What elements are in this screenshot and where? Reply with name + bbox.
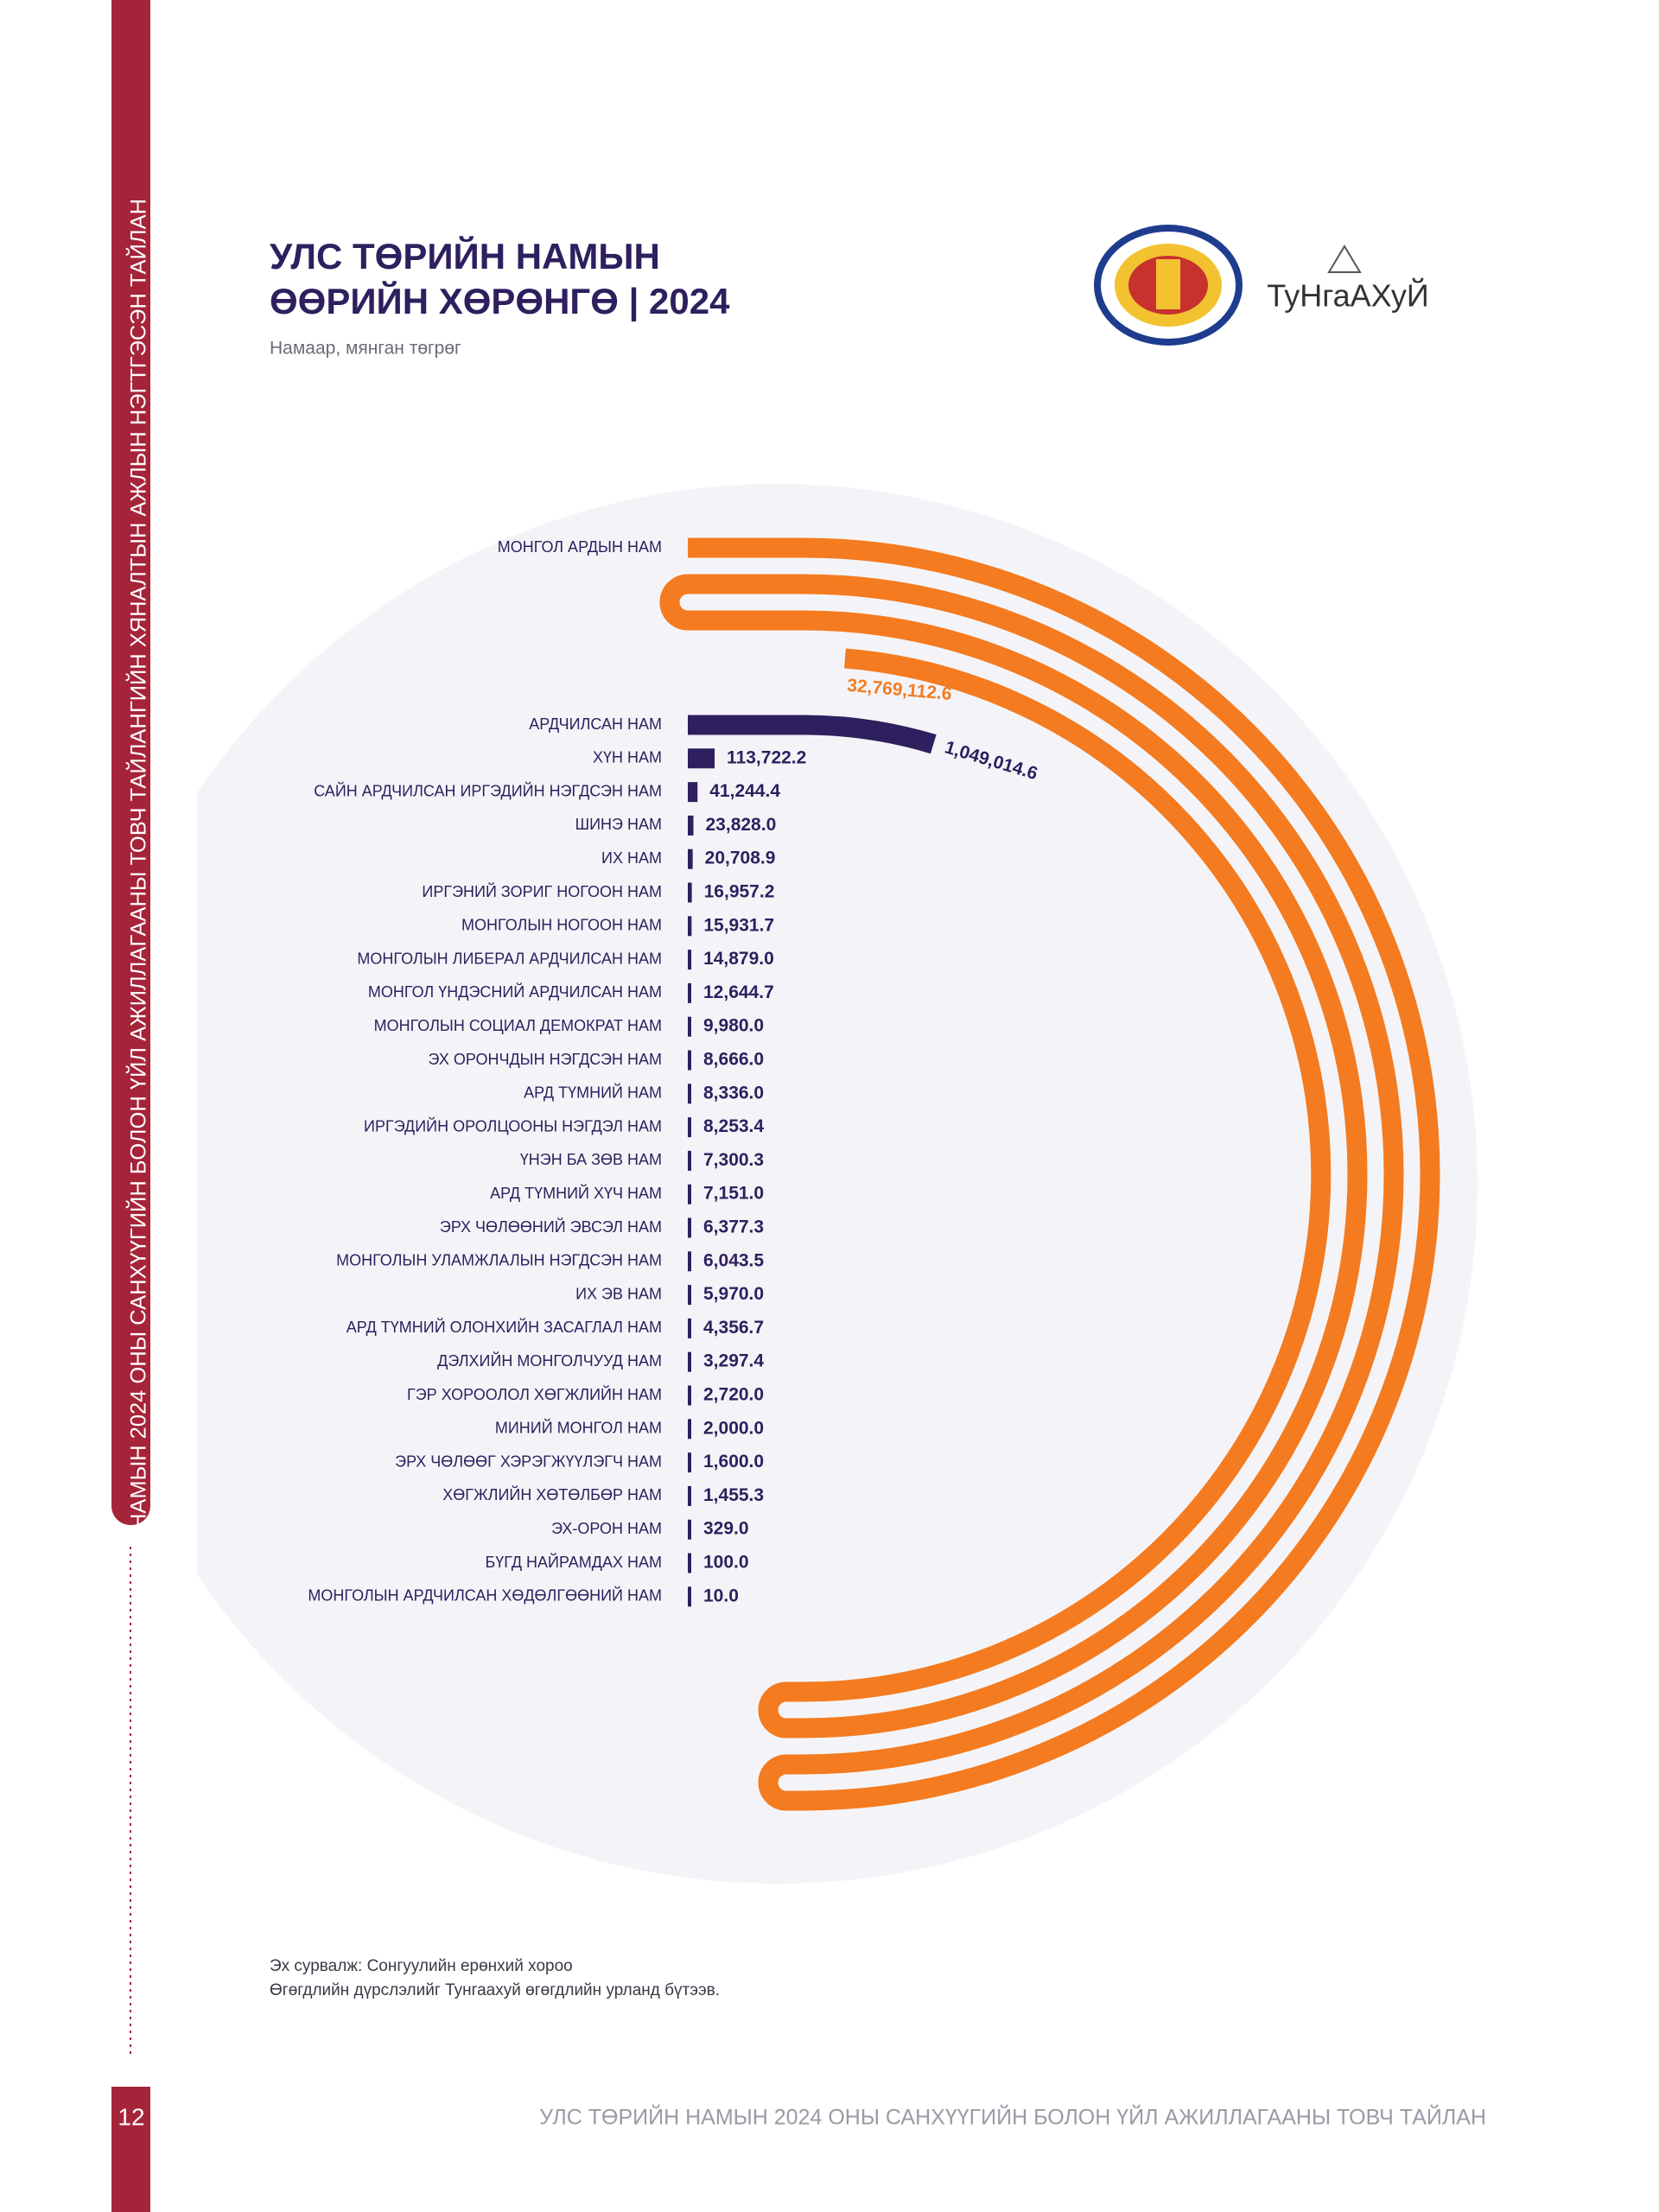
value-label: 7,151.0 (703, 1184, 764, 1204)
chart-title: ӨӨРИЙН ХӨРӨНГӨ | 2024 (270, 280, 730, 322)
side-title: НАМЫН 2024 ОНЫ САНХҮҮГИЙН БОЛОН ҮЙЛ АЖИЛ… (125, 199, 151, 1529)
category-label: АРД ТҮМНИЙ ХҮЧ НАМ (490, 1184, 662, 1202)
tungaahui-logo: ТуНгаАХуЙ (1267, 245, 1429, 314)
category-label: МОНГОЛЫН УЛАМЖЛАЛЫН НЭГДСЭН НАМ (336, 1252, 662, 1269)
category-label: МОНГОЛЫН ЛИБЕРАЛ АРДЧИЛСАН НАМ (357, 950, 662, 967)
value-label: 6,377.3 (703, 1217, 764, 1237)
category-label: ИХ НАМ (601, 849, 662, 867)
election-logo (1094, 225, 1243, 346)
category-label: ШИНЭ НАМ (575, 816, 662, 833)
value-label: 12,644.7 (703, 982, 774, 1002)
value-label: 23,828.0 (706, 815, 777, 835)
category-label: АРД ТҮМНИЙ ОЛОНХИЙН ЗАСАГЛАЛ НАМ (346, 1318, 662, 1336)
value-label: 100.0 (703, 1553, 749, 1573)
category-label: ДЭЛХИЙН МОНГОЛЧУУД НАМ (437, 1351, 662, 1370)
category-label: АРД ТҮМНИЙ НАМ (524, 1084, 662, 1102)
category-label: МОНГОЛЫН СОЦИАЛ ДЕМОКРАТ НАМ (374, 1017, 662, 1034)
source: Өгөгдлийн дүрслэлийг Тунгаахуй өгөгдлийн… (270, 1981, 720, 1999)
value-label: 16,957.2 (704, 882, 775, 902)
category-label: ЭХ-ОРОН НАМ (551, 1520, 662, 1537)
bar (659, 537, 1440, 1811)
category-label: ЭРХ ЧӨЛӨӨГ ХЭРЭГЖҮҮЛЭГЧ НАМ (395, 1452, 662, 1470)
category-label: ЭРХ ЧӨЛӨӨНИЙ ЭВСЭЛ НАМ (440, 1217, 662, 1236)
logo-text: ТуНгаАХуЙ (1267, 277, 1428, 314)
category-label: ҮНЭН БА ЗӨВ НАМ (520, 1151, 662, 1168)
value-label: 7,300.3 (703, 1150, 764, 1170)
value-label: 10.0 (703, 1586, 739, 1605)
category-label: АРДЧИЛСАН НАМ (529, 715, 662, 733)
category-label: МОНГОЛ АРДЫН НАМ (498, 538, 662, 556)
page-number: 12 (118, 2103, 144, 2130)
value-label: 15,931.7 (703, 915, 774, 935)
value-label: 14,879.0 (703, 949, 774, 969)
side-band-top (111, 0, 150, 1503)
category-label: МИНИЙ МОНГОЛ НАМ (495, 1419, 662, 1437)
category-label: ХҮН НАМ (593, 749, 662, 766)
value-label: 5,970.0 (703, 1284, 764, 1304)
category-label: МОНГОЛЫН НОГООН НАМ (461, 917, 662, 934)
value-label: 8,666.0 (703, 1050, 764, 1070)
category-label: ИРГЭДИЙН ОРОЛЦООНЫ НЭГДЭЛ НАМ (364, 1116, 662, 1135)
value-label: 8,253.4 (703, 1116, 764, 1136)
page-number-band (111, 2087, 150, 2212)
category-label: ХӨГЖЛИЙН ХӨТӨЛБӨР НАМ (442, 1485, 662, 1503)
value-label: 1,455.3 (703, 1485, 764, 1505)
value-label: 9,980.0 (703, 1016, 764, 1036)
category-label: МОНГОЛ ҮНДЭСНИЙ АРДЧИЛСАН НАМ (368, 982, 662, 1001)
category-label: САЙН АРДЧИЛСАН ИРГЭДИЙН НЭГДСЭН НАМ (314, 781, 662, 799)
value-label: 20,708.9 (705, 849, 776, 868)
value-label: 6,043.5 (703, 1250, 764, 1270)
value-label: 3,297.4 (703, 1351, 764, 1371)
category-label: МОНГОЛЫН АРДЧИЛСАН ХӨДӨЛГӨӨНИЙ НАМ (308, 1586, 662, 1605)
value-label: 2,720.0 (703, 1385, 764, 1405)
source: Эх сурвалж: Сонгуулийн ерөнхий хороо (270, 1957, 573, 1975)
chart-subtitle: Намаар, мянган төгрөг (270, 339, 461, 359)
footer: УЛС ТӨРИЙН НАМЫН 2024 ОНЫ САНХҮҮГИЙН БОЛ… (539, 2104, 1486, 2130)
value-label: 329.0 (703, 1519, 749, 1539)
category-label: ЭХ ОРОНЧДЫН НЭГДСЭН НАМ (429, 1051, 662, 1068)
value-label: 1,600.0 (703, 1452, 764, 1471)
value-label: 4,356.7 (703, 1318, 764, 1338)
chart-title: УЛС ТӨРИЙН НАМЫН (270, 235, 660, 276)
category-label: ГЭР ХОРООЛОЛ ХӨГЖЛИЙН НАМ (407, 1385, 662, 1403)
value-label: 113,722.2 (727, 747, 806, 767)
category-label: ИХ ЭВ НАМ (575, 1285, 662, 1302)
background-disc (197, 484, 1478, 1884)
value-label: 2,000.0 (703, 1418, 764, 1438)
category-label: ИРГЭНИЙ ЗОРИГ НОГООН НАМ (422, 882, 662, 900)
category-label: БҮГД НАЙРАМДАХ НАМ (485, 1553, 662, 1571)
value-label: 8,336.0 (703, 1083, 764, 1103)
value-label: 41,244.4 (709, 781, 780, 801)
